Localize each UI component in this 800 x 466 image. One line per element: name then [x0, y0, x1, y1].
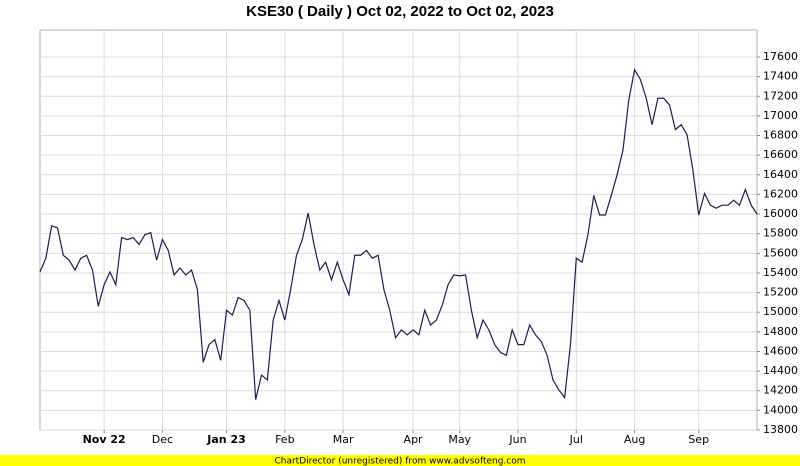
y-tick-label: 14800	[763, 325, 798, 338]
x-tick-label: Dec	[152, 433, 173, 446]
y-tick-label: 17000	[763, 109, 798, 122]
y-tick-label: 14200	[763, 384, 798, 397]
x-tick-label: Mar	[333, 433, 354, 446]
x-tick-label: Aug	[624, 433, 645, 446]
y-tick-label: 17600	[763, 50, 798, 63]
y-tick-label: 14400	[763, 364, 798, 377]
y-tick-label: 15600	[763, 246, 798, 259]
plot-area	[39, 29, 758, 431]
x-tick-label: Feb	[275, 433, 294, 446]
chart-title: KSE30 ( Daily ) Oct 02, 2022 to Oct 02, …	[246, 3, 554, 20]
y-tick-label: 17400	[763, 70, 798, 83]
y-tick-label: 16600	[763, 148, 798, 161]
y-tick-label: 14600	[763, 344, 798, 357]
price-line	[39, 68, 758, 400]
footer-text: ChartDirector (unregistered) from www.ad…	[274, 457, 525, 466]
y-tick-label: 15400	[763, 266, 798, 279]
y-tick-label: 15800	[763, 227, 798, 240]
y-tick-label: 16800	[763, 129, 798, 142]
x-tick-label: Jan 23	[206, 433, 245, 446]
y-tick-label: 16000	[763, 207, 798, 220]
x-tick-label: Jun	[508, 433, 526, 446]
y-tick-label: 13800	[763, 423, 798, 436]
x-tick-label: Nov 22	[83, 433, 126, 446]
y-tick-label: 15200	[763, 286, 798, 299]
x-tick-label: Jul	[569, 433, 583, 446]
x-tick-label: Apr	[404, 433, 424, 446]
y-tick-label: 14000	[763, 403, 798, 416]
x-tick-label: Sep	[688, 433, 709, 446]
y-tick-label: 16400	[763, 168, 798, 181]
x-tick-label: May	[448, 433, 471, 446]
y-tick-label: 17200	[763, 89, 798, 102]
y-tick-label: 16200	[763, 187, 798, 200]
y-tick-label: 15000	[763, 305, 798, 318]
footer-bar	[0, 455, 800, 466]
